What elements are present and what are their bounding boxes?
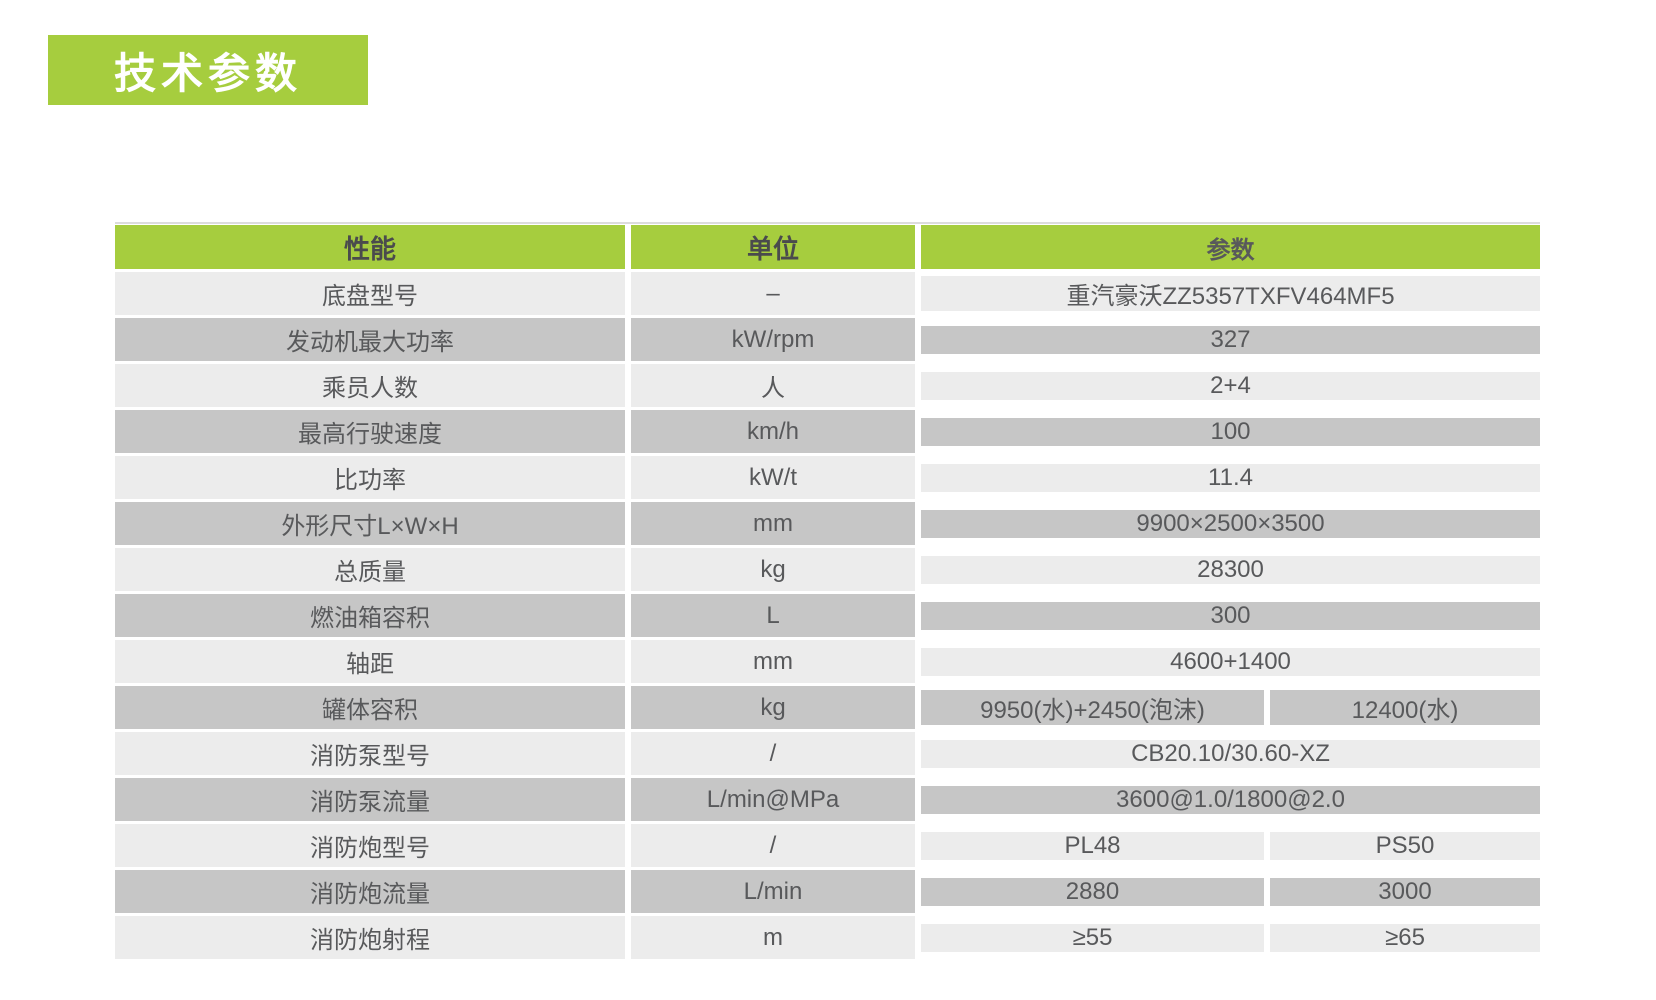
unit-cell: – [631, 272, 915, 315]
performance-cell: 发动机最大功率 [115, 318, 625, 361]
performance-cell: 乘员人数 [115, 364, 625, 407]
parameter-value-cell: 2880 [921, 877, 1264, 906]
unit-cell: km/h [631, 410, 915, 453]
performance-cell: 比功率 [115, 456, 625, 499]
performance-cell: 轴距 [115, 640, 625, 683]
parameter-value-cell: ≥55 [921, 923, 1264, 952]
spec-table: 性能 单位 参数 底盘型号 – 重汽豪沃ZZ5357TXFV464MF5 发动机最大功… [115, 222, 1540, 959]
section-title-badge: 技术参数 [48, 35, 368, 105]
parameter-cell-group: 4600+1400 [921, 640, 1540, 683]
parameter-cell-group: 3600@1.0/1800@2.0 [921, 778, 1540, 821]
unit-cell: / [631, 732, 915, 775]
parameter-value-cell: 100 [921, 417, 1540, 446]
parameter-cell-group: CB20.10/30.60-XZ [921, 732, 1540, 775]
performance-cell: 消防泵流量 [115, 778, 625, 821]
header-unit: 单位 [631, 225, 915, 269]
parameter-value-cell: 3000 [1270, 877, 1540, 906]
performance-cell: 总质量 [115, 548, 625, 591]
parameter-cell-group: 2+4 [921, 364, 1540, 407]
table-row: 燃油箱容积 L 300 [115, 594, 1540, 637]
parameter-value-cell: CB20.10/30.60-XZ [921, 739, 1540, 768]
parameter-cell-group: 11.4 [921, 456, 1540, 499]
table-row: 消防炮型号 / PL48 PS50 [115, 824, 1540, 867]
table-row: 消防泵型号 / CB20.10/30.60-XZ [115, 732, 1540, 775]
table-row: 总质量 kg 28300 [115, 548, 1540, 591]
performance-cell: 燃油箱容积 [115, 594, 625, 637]
parameter-cell-group: PL48 PS50 [921, 824, 1540, 867]
table-row: 发动机最大功率 kW/rpm 327 [115, 318, 1540, 361]
table-row: 罐体容积 kg 9950(水)+2450(泡沫) 12400(水) [115, 686, 1540, 729]
table-row: 底盘型号 – 重汽豪沃ZZ5357TXFV464MF5 [115, 272, 1540, 315]
performance-cell: 消防泵型号 [115, 732, 625, 775]
header-parameter: 参数 [921, 225, 1540, 269]
unit-cell: mm [631, 502, 915, 545]
parameter-cell-group: 327 [921, 318, 1540, 361]
parameter-value-cell: 9950(水)+2450(泡沫) [921, 690, 1264, 725]
performance-cell: 外形尺寸L×W×H [115, 502, 625, 545]
parameter-value-cell: PL48 [921, 831, 1264, 860]
unit-cell: / [631, 824, 915, 867]
table-row: 外形尺寸L×W×H mm 9900×2500×3500 [115, 502, 1540, 545]
parameter-value-cell: 327 [921, 325, 1540, 354]
unit-cell: L/min [631, 870, 915, 913]
parameter-cell-group: 300 [921, 594, 1540, 637]
table-row: 消防炮流量 L/min 2880 3000 [115, 870, 1540, 913]
table-row: 乘员人数人 2+4 [115, 364, 1540, 407]
parameter-value-cell: 12400(水) [1270, 690, 1540, 725]
parameter-cell-group: ≥55 ≥65 [921, 916, 1540, 959]
parameter-value-cell: 300 [921, 601, 1540, 630]
performance-cell: 罐体容积 [115, 686, 625, 729]
unit-cell: kW/rpm [631, 318, 915, 361]
parameter-value-cell: 11.4 [921, 463, 1540, 492]
parameter-cell-group: 28300 [921, 548, 1540, 591]
parameter-value-cell: ≥65 [1270, 923, 1540, 952]
parameter-cell-group: 9900×2500×3500 [921, 502, 1540, 545]
parameter-cell-group: 100 [921, 410, 1540, 453]
unit-cell: kg [631, 548, 915, 591]
performance-cell: 消防炮型号 [115, 824, 625, 867]
unit-cell: L/min@MPa [631, 778, 915, 821]
performance-cell: 消防炮流量 [115, 870, 625, 913]
table-row: 消防炮射程 m ≥55 ≥65 [115, 916, 1540, 959]
table-row: 比功率 kW/t 11.4 [115, 456, 1540, 499]
parameter-value-cell: 2+4 [921, 371, 1540, 400]
unit-cell: m [631, 916, 915, 959]
table-row: 最高行驶速度 km/h 100 [115, 410, 1540, 453]
unit-cell: mm [631, 640, 915, 683]
parameter-value-cell: 4600+1400 [921, 647, 1540, 676]
performance-cell: 底盘型号 [115, 272, 625, 315]
unit-cell: kW/t [631, 456, 915, 499]
table-row: 轴距 mm 4600+1400 [115, 640, 1540, 683]
performance-cell: 最高行驶速度 [115, 410, 625, 453]
table-row: 消防泵流量 L/min@MPa 3600@1.0/1800@2.0 [115, 778, 1540, 821]
parameter-value-cell: 28300 [921, 555, 1540, 584]
unit-cell: kg [631, 686, 915, 729]
unit-cell: L [631, 594, 915, 637]
parameter-value-cell: 重汽豪沃ZZ5357TXFV464MF5 [921, 276, 1540, 311]
parameter-cell-group: 重汽豪沃ZZ5357TXFV464MF5 [921, 272, 1540, 315]
unit-cell: 人 [631, 364, 915, 407]
parameter-cell-group: 2880 3000 [921, 870, 1540, 913]
parameter-value-cell: 9900×2500×3500 [921, 509, 1540, 538]
header-performance: 性能 [115, 225, 625, 269]
performance-cell: 消防炮射程 [115, 916, 625, 959]
parameter-value-cell: 3600@1.0/1800@2.0 [921, 785, 1540, 814]
table-header-row: 性能 单位 参数 [115, 225, 1540, 269]
parameter-cell-group: 9950(水)+2450(泡沫) 12400(水) [921, 686, 1540, 729]
header-parameter-label: 参数 [1206, 236, 1255, 264]
parameter-value-cell: PS50 [1270, 831, 1540, 860]
table-body: 底盘型号 – 重汽豪沃ZZ5357TXFV464MF5 发动机最大功率 kW/rpm 32… [115, 272, 1540, 959]
